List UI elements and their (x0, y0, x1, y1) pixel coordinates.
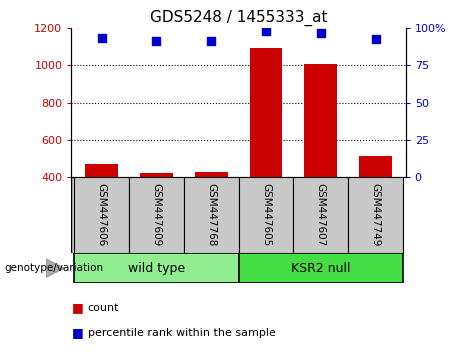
FancyBboxPatch shape (74, 177, 129, 253)
Title: GDS5248 / 1455333_at: GDS5248 / 1455333_at (150, 9, 327, 25)
FancyBboxPatch shape (71, 177, 400, 253)
Text: GSM447607: GSM447607 (316, 183, 326, 246)
FancyBboxPatch shape (293, 177, 348, 253)
Text: GSM447609: GSM447609 (151, 183, 161, 246)
Text: count: count (88, 303, 119, 313)
Point (262, 28, 270, 33)
Bar (304, 64, 337, 251)
Point (372, 36, 379, 41)
Text: GSM447768: GSM447768 (206, 183, 216, 246)
Text: GSM447605: GSM447605 (261, 183, 271, 246)
Text: wild type: wild type (128, 262, 185, 275)
Bar (140, 173, 173, 251)
FancyBboxPatch shape (129, 177, 184, 253)
Text: percentile rank within the sample: percentile rank within the sample (88, 328, 276, 338)
Point (98, 35, 105, 41)
Bar (85, 164, 118, 251)
Text: ■: ■ (71, 302, 83, 314)
Point (207, 38, 215, 44)
Bar (195, 172, 228, 251)
Text: GSM447749: GSM447749 (371, 183, 380, 246)
Point (153, 38, 160, 44)
Polygon shape (46, 259, 65, 278)
Text: KSR2 null: KSR2 null (291, 262, 350, 275)
Bar (249, 48, 283, 251)
FancyBboxPatch shape (239, 253, 403, 283)
Text: ■: ■ (71, 326, 83, 339)
FancyBboxPatch shape (184, 177, 239, 253)
Bar (359, 156, 392, 251)
FancyBboxPatch shape (74, 253, 239, 283)
Text: genotype/variation: genotype/variation (5, 263, 104, 273)
FancyBboxPatch shape (348, 177, 403, 253)
Point (317, 30, 325, 36)
Text: GSM447606: GSM447606 (97, 183, 106, 246)
FancyBboxPatch shape (239, 177, 293, 253)
